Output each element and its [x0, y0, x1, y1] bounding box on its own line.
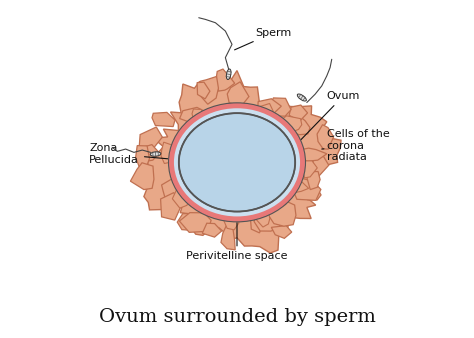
- Polygon shape: [139, 145, 159, 161]
- Polygon shape: [287, 182, 309, 193]
- Text: Perivitelline space: Perivitelline space: [186, 223, 288, 262]
- Polygon shape: [130, 163, 154, 190]
- Polygon shape: [289, 105, 308, 121]
- Polygon shape: [224, 215, 239, 230]
- Polygon shape: [162, 178, 182, 207]
- Polygon shape: [250, 106, 268, 124]
- Text: Ovum surrounded by sperm: Ovum surrounded by sperm: [99, 308, 375, 326]
- Polygon shape: [269, 98, 291, 116]
- Polygon shape: [278, 116, 302, 134]
- Polygon shape: [139, 127, 162, 150]
- Text: Sperm: Sperm: [235, 28, 292, 50]
- Polygon shape: [221, 223, 235, 250]
- Text: Zona
Pellucida: Zona Pellucida: [89, 143, 168, 165]
- Polygon shape: [295, 148, 327, 161]
- Polygon shape: [260, 103, 273, 121]
- Polygon shape: [228, 104, 237, 118]
- Polygon shape: [178, 138, 194, 155]
- Ellipse shape: [227, 69, 231, 79]
- Polygon shape: [227, 82, 249, 106]
- Polygon shape: [294, 117, 310, 135]
- Polygon shape: [191, 194, 213, 209]
- Text: Cells of the
corona
radiata: Cells of the corona radiata: [322, 129, 390, 162]
- Polygon shape: [197, 82, 210, 99]
- Polygon shape: [216, 69, 235, 91]
- Polygon shape: [173, 189, 191, 208]
- Polygon shape: [302, 161, 317, 178]
- Polygon shape: [307, 171, 320, 190]
- Ellipse shape: [179, 113, 295, 212]
- Polygon shape: [179, 125, 196, 141]
- Polygon shape: [250, 213, 264, 233]
- Polygon shape: [317, 125, 334, 149]
- Polygon shape: [272, 137, 294, 149]
- Polygon shape: [254, 211, 280, 231]
- Polygon shape: [136, 146, 149, 169]
- Polygon shape: [305, 189, 321, 200]
- Text: Ovum: Ovum: [294, 91, 360, 147]
- Polygon shape: [202, 223, 221, 237]
- Polygon shape: [180, 107, 210, 124]
- Polygon shape: [268, 201, 296, 226]
- Polygon shape: [275, 187, 290, 205]
- Ellipse shape: [297, 94, 306, 101]
- Polygon shape: [173, 164, 186, 182]
- Polygon shape: [152, 113, 175, 126]
- Polygon shape: [161, 193, 182, 220]
- Polygon shape: [267, 193, 282, 207]
- Polygon shape: [258, 99, 282, 113]
- Polygon shape: [313, 152, 329, 176]
- Ellipse shape: [169, 103, 305, 221]
- Polygon shape: [180, 213, 211, 232]
- Polygon shape: [271, 225, 292, 238]
- Polygon shape: [143, 71, 341, 253]
- Polygon shape: [217, 107, 232, 122]
- Polygon shape: [177, 214, 205, 231]
- Polygon shape: [200, 76, 219, 104]
- Polygon shape: [161, 142, 173, 164]
- Polygon shape: [292, 178, 321, 200]
- Polygon shape: [208, 197, 231, 215]
- Ellipse shape: [150, 152, 161, 156]
- Polygon shape: [256, 209, 270, 227]
- Polygon shape: [192, 109, 205, 120]
